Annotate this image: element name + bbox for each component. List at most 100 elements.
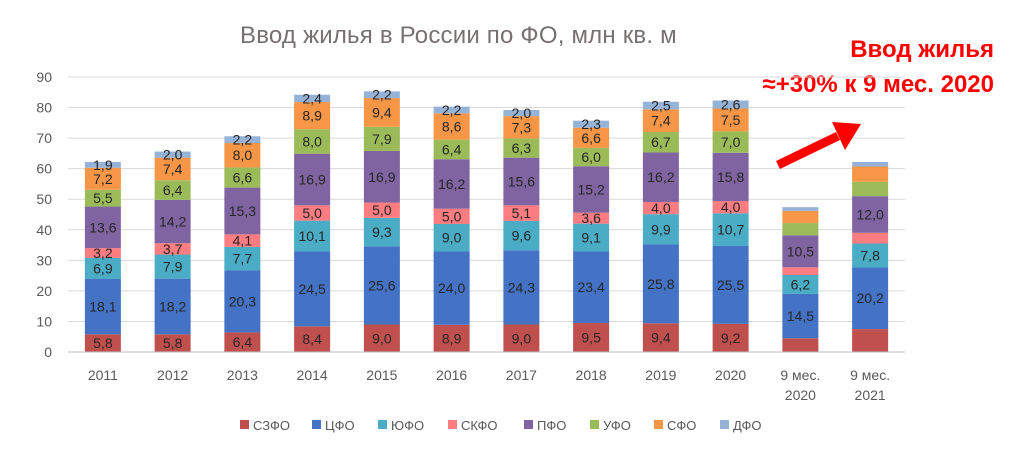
bar-segment [642, 132, 679, 153]
bar-segment [573, 322, 610, 352]
data-label: 5,0 [442, 208, 462, 224]
bar-segment [712, 201, 749, 214]
x-tick-label: 9 мес. [850, 367, 890, 383]
bar-segment [84, 257, 121, 279]
bar-segment [642, 214, 679, 245]
data-label: 18,2 [159, 298, 186, 314]
x-tick-label: 2012 [157, 367, 188, 383]
data-label: 5,5 [93, 190, 113, 206]
data-label: 9,0 [372, 330, 392, 346]
data-label: 2,6 [721, 97, 741, 113]
bar-segment [294, 94, 331, 103]
arrow-head [832, 122, 861, 150]
bar-segment [224, 167, 261, 188]
bar-segment [852, 232, 889, 244]
data-label: 4,0 [651, 200, 671, 216]
bar-segment [712, 108, 749, 132]
data-label: 24,5 [299, 281, 326, 297]
bar-segment [154, 199, 191, 244]
data-label: 8,9 [442, 330, 462, 346]
bar-segment [224, 270, 261, 333]
legend-swatch [312, 420, 321, 429]
x-tick-label: 2011 [88, 367, 118, 383]
data-label: 9,1 [581, 230, 601, 246]
data-label: 7,7 [233, 251, 253, 267]
bar-segment [503, 324, 540, 352]
bar-segment [642, 152, 679, 202]
bar-segment [363, 150, 400, 203]
y-tick-label: 60 [36, 161, 52, 177]
bar-segment [433, 139, 470, 160]
y-tick-label: 20 [36, 283, 52, 299]
bar-segment [642, 201, 679, 215]
y-tick-label: 80 [36, 100, 52, 116]
bar-segment [573, 251, 610, 323]
bar-segment [573, 212, 610, 224]
legend-label: СФО [667, 418, 696, 433]
bar-segment [433, 324, 470, 352]
data-label: 7,5 [721, 112, 741, 128]
data-label: 16,9 [299, 172, 326, 188]
bar-segment [224, 136, 261, 143]
bar-segment [294, 326, 331, 352]
data-label: 15,2 [578, 181, 605, 197]
bar-segment [852, 166, 889, 182]
data-label: 5,8 [163, 335, 183, 351]
bar-segment [503, 110, 540, 117]
legend-swatch [654, 420, 663, 429]
data-label: 6,4 [442, 141, 462, 157]
bar-segment [294, 153, 331, 206]
bar-segment [782, 275, 819, 294]
bar-segment [433, 106, 470, 114]
bar-segment [782, 210, 819, 224]
legend-label: ЮФО [391, 418, 424, 433]
data-label: 2,2 [442, 102, 462, 118]
data-label: 2,3 [581, 116, 601, 132]
bar-segment [433, 251, 470, 325]
y-tick-label: 10 [36, 313, 52, 329]
data-label: 23,4 [578, 279, 605, 295]
bar-segment [363, 217, 400, 247]
y-tick-label: 50 [36, 191, 52, 207]
bar-segment [84, 189, 121, 207]
data-label: 8,9 [302, 108, 322, 124]
data-label: 6,6 [233, 170, 253, 186]
bar-segment [712, 323, 749, 352]
x-tick-label: 2015 [366, 367, 397, 383]
x-tick-label: 2013 [227, 367, 258, 383]
x-tick-label: 2021 [855, 387, 886, 403]
bar-segment [363, 126, 400, 151]
data-label: 5,0 [302, 205, 322, 221]
data-label: 16,2 [438, 176, 465, 192]
data-label: 4,1 [233, 233, 253, 249]
legend-swatch [590, 420, 599, 429]
data-label: 7,8 [860, 247, 880, 263]
data-label: 6,0 [581, 149, 601, 165]
bar-segment [782, 338, 819, 352]
legend-label: СКФО [461, 418, 498, 433]
bar-segment [294, 129, 331, 154]
data-label: 15,6 [508, 174, 535, 190]
data-label: 2,4 [302, 90, 322, 106]
legend-label: ДФО [733, 418, 762, 433]
bar-segment [84, 161, 121, 168]
bar-segment [154, 157, 191, 181]
bar-segment [642, 323, 679, 352]
bar-segment [712, 100, 749, 109]
x-tick-label: 2020 [715, 367, 746, 383]
data-label: 6,4 [163, 182, 183, 198]
data-label: 9,6 [512, 228, 532, 244]
bar-segment [154, 254, 191, 279]
bar-segment [363, 246, 400, 325]
data-label: 10,1 [299, 228, 326, 244]
data-label: 9,4 [372, 104, 392, 120]
legend-label: ЦФО [325, 418, 355, 433]
x-tick-label: 2017 [506, 367, 537, 383]
data-label: 3,6 [581, 210, 601, 226]
bar-segment [642, 109, 679, 132]
x-tick-label: 2018 [576, 367, 607, 383]
y-tick-label: 70 [36, 130, 52, 146]
data-label: 6,2 [791, 276, 811, 292]
data-label: 2,2 [372, 87, 392, 103]
data-label: 20,2 [857, 290, 884, 306]
